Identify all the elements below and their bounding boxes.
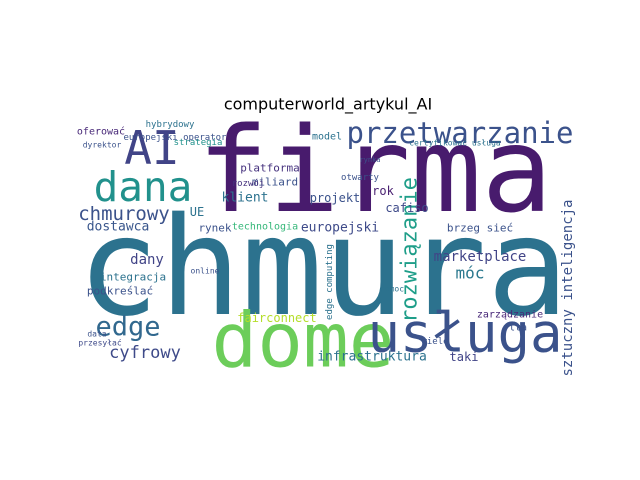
word: dostawca xyxy=(87,220,150,235)
word: dome xyxy=(211,296,394,385)
word: miliard xyxy=(252,176,298,189)
word: klient xyxy=(222,191,269,206)
word: chmura xyxy=(77,189,568,347)
chart-title: computerworld_artykul_AI xyxy=(224,95,432,115)
word: przesyłać xyxy=(78,338,122,348)
word: model xyxy=(312,132,342,143)
word: UE xyxy=(190,205,204,219)
word: usługa xyxy=(367,302,562,365)
word: integracja xyxy=(100,271,166,284)
word: rok xyxy=(372,184,394,198)
word: cafiso xyxy=(385,201,428,215)
word: platforma xyxy=(240,162,300,175)
word: sztuczny inteligencja xyxy=(560,199,576,376)
word: otwarty xyxy=(341,173,380,183)
word: technologia xyxy=(232,222,298,233)
word: hybrydowy xyxy=(146,120,195,130)
word: rynek xyxy=(198,222,231,235)
word: dany xyxy=(130,252,164,268)
word: AI xyxy=(124,121,179,175)
word: rynka xyxy=(359,156,380,164)
word: cyfrowy xyxy=(109,343,181,363)
word: infrastruktura xyxy=(317,350,427,365)
word: europejski xyxy=(301,221,379,236)
word: certyfikować usługa xyxy=(409,138,501,148)
word: wiele xyxy=(421,337,448,347)
word: dana xyxy=(94,163,193,211)
word: firma xyxy=(197,101,552,239)
word: rozwiązanie xyxy=(398,177,423,323)
word: data xyxy=(87,330,106,339)
word: brzeg sieć xyxy=(447,222,513,235)
word: strategia xyxy=(174,138,223,148)
word: dyrektor xyxy=(83,141,122,150)
word: oferować xyxy=(77,126,125,138)
word: móc xyxy=(456,264,485,283)
word: online xyxy=(191,267,220,276)
word: fairconnect xyxy=(237,311,316,325)
word: edge computing xyxy=(325,244,335,320)
cloud-area xyxy=(75,118,580,368)
word: zarządzanie xyxy=(477,310,543,321)
word: pomoc xyxy=(380,285,404,294)
word: marketplace xyxy=(434,249,527,265)
word: chmurowy xyxy=(78,203,170,225)
word: taki xyxy=(450,350,479,364)
word: rozwój xyxy=(232,178,265,189)
word: przetwarzanie xyxy=(347,116,574,150)
word: edge xyxy=(95,312,160,343)
word: podkreślać xyxy=(87,285,153,298)
word: europejski operator xyxy=(124,133,228,143)
word: lta xyxy=(509,323,527,334)
word: projekt xyxy=(310,191,361,205)
